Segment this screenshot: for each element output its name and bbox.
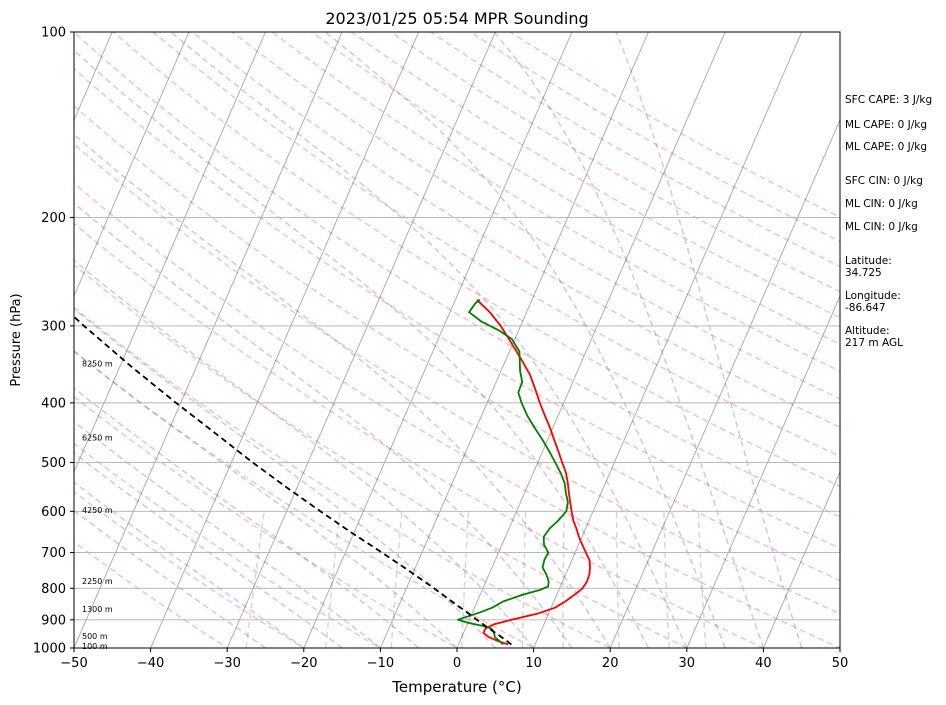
dry-adiabat-line <box>350 32 840 319</box>
sounding-parameter-2: ML CAPE: 0 J/kg <box>845 119 928 131</box>
isotherm-line <box>533 32 803 648</box>
dry-adiabat-line <box>74 395 459 648</box>
isotherm-line <box>686 294 840 648</box>
isotherm-line <box>379 32 649 648</box>
moist-adiabat-line <box>74 49 650 648</box>
dry-adiabat-line <box>390 32 840 293</box>
isotherm-line <box>74 32 266 474</box>
sounding-parameter-3: ML CAPE: 0 J/kg <box>845 141 928 153</box>
x-tick-label: 10 <box>525 656 542 671</box>
moist-adiabat-line <box>170 32 688 648</box>
sounding-parameter-5: ML CIN: 0 J/kg <box>845 198 918 210</box>
x-tick-label: −30 <box>213 656 240 671</box>
moist-adiabat-line <box>493 32 765 648</box>
dry-adiabat-line <box>74 182 840 648</box>
dry-adiabat-line <box>74 143 840 615</box>
y-tick-label: 900 <box>41 613 66 628</box>
isotherm-line <box>74 32 343 648</box>
isotherm-line <box>150 32 420 648</box>
height-label: 500 m <box>82 632 108 641</box>
x-tick-label: −20 <box>290 656 317 671</box>
x-tick-label: −40 <box>137 656 164 671</box>
y-axis-label: Pressure (hPa) <box>9 293 24 386</box>
isotherm-line <box>74 32 190 298</box>
moist-adiabat-line <box>324 32 726 648</box>
sounding-parameter-6: ML CIN: 0 J/kg <box>845 221 918 233</box>
dry-adiabat-line <box>74 306 612 648</box>
moist-adiabat-line <box>74 420 381 648</box>
dry-adiabat-line <box>74 67 840 550</box>
height-label: 4250 m <box>82 506 113 515</box>
sounding-parameter-1: SFC CAPE: 3 J/kg <box>845 94 933 106</box>
moist-adiabat-line <box>74 307 496 648</box>
chart-title: 2023/01/25 05:54 MPR Sounding <box>325 9 588 28</box>
x-tick-label: 40 <box>755 656 772 671</box>
profile-line-3 <box>74 315 512 646</box>
moist-adiabat-line <box>74 133 611 648</box>
height-label: 1300 m <box>82 605 113 614</box>
isotherm-line <box>226 32 496 648</box>
y-tick-label: 1000 <box>33 642 66 657</box>
profile-line-1 <box>476 299 591 646</box>
dry-adiabat-line <box>74 442 382 648</box>
height-label: 8250 m <box>82 359 113 368</box>
height-label: 6250 m <box>82 433 113 442</box>
isotherm-line <box>609 118 840 648</box>
dry-adiabat-line <box>74 490 306 648</box>
moist-adiabat-line <box>74 481 305 648</box>
y-tick-label: 100 <box>41 26 66 41</box>
profile-lines <box>74 299 591 646</box>
sounding-parameter-4: SFC CIN: 0 J/kg <box>845 175 923 187</box>
background-lines <box>74 32 840 648</box>
dry-adiabat-line <box>74 264 689 648</box>
x-tick-label: −10 <box>367 656 394 671</box>
y-tick-label: 500 <box>41 456 66 471</box>
dry-adiabat-line <box>74 541 229 648</box>
y-axis-ticks: 1000 900 800 700 600 500 400 300 200 100 <box>33 26 74 657</box>
moist-adiabat-line <box>74 451 343 648</box>
y-tick-label: 800 <box>41 582 66 597</box>
moist-adiabat-line <box>74 509 266 648</box>
x-tick-label: 50 <box>832 656 849 671</box>
sounding-parameter-7: Latitude: 34.725 <box>845 255 892 279</box>
isotherm-line <box>762 470 840 648</box>
dry-adiabat-line <box>271 32 840 373</box>
moist-adiabat-line <box>74 349 458 648</box>
moist-adiabat-line <box>615 32 803 648</box>
dry-adiabat-line <box>74 350 536 648</box>
x-tick-label: 30 <box>679 656 696 671</box>
height-label: 2250 m <box>82 577 113 586</box>
dry-adiabat-line <box>192 32 840 429</box>
x-axis-ticks: −50 −40 −30 −20 −10 0 10 20 30 40 50 <box>60 648 848 671</box>
x-tick-label: 0 <box>453 656 461 671</box>
y-tick-label: 200 <box>41 211 66 226</box>
y-tick-label: 700 <box>41 546 66 561</box>
x-axis-label: Temperature (°C) <box>391 678 521 696</box>
x-tick-label: 20 <box>602 656 619 671</box>
y-tick-label: 400 <box>41 396 66 411</box>
dry-adiabat-line <box>74 222 766 648</box>
isotherm-line <box>303 32 573 648</box>
sounding-parameter-8: Longitude: -86.647 <box>845 290 901 314</box>
y-tick-label: 600 <box>41 505 66 520</box>
sounding-parameter-9: Altitude: 217 m AGL <box>845 325 903 349</box>
dry-adiabat-line <box>152 32 840 458</box>
profile-line-2 <box>456 299 569 646</box>
dry-adiabat-line <box>74 104 840 582</box>
isotherm-line <box>456 32 726 648</box>
moist-adiabat-line <box>74 387 420 648</box>
height-label: 100 m <box>82 642 108 651</box>
moist-adiabat-line <box>74 202 573 648</box>
y-tick-label: 300 <box>41 319 66 334</box>
x-tick-label: −50 <box>60 656 87 671</box>
plot-area-background <box>74 32 840 648</box>
